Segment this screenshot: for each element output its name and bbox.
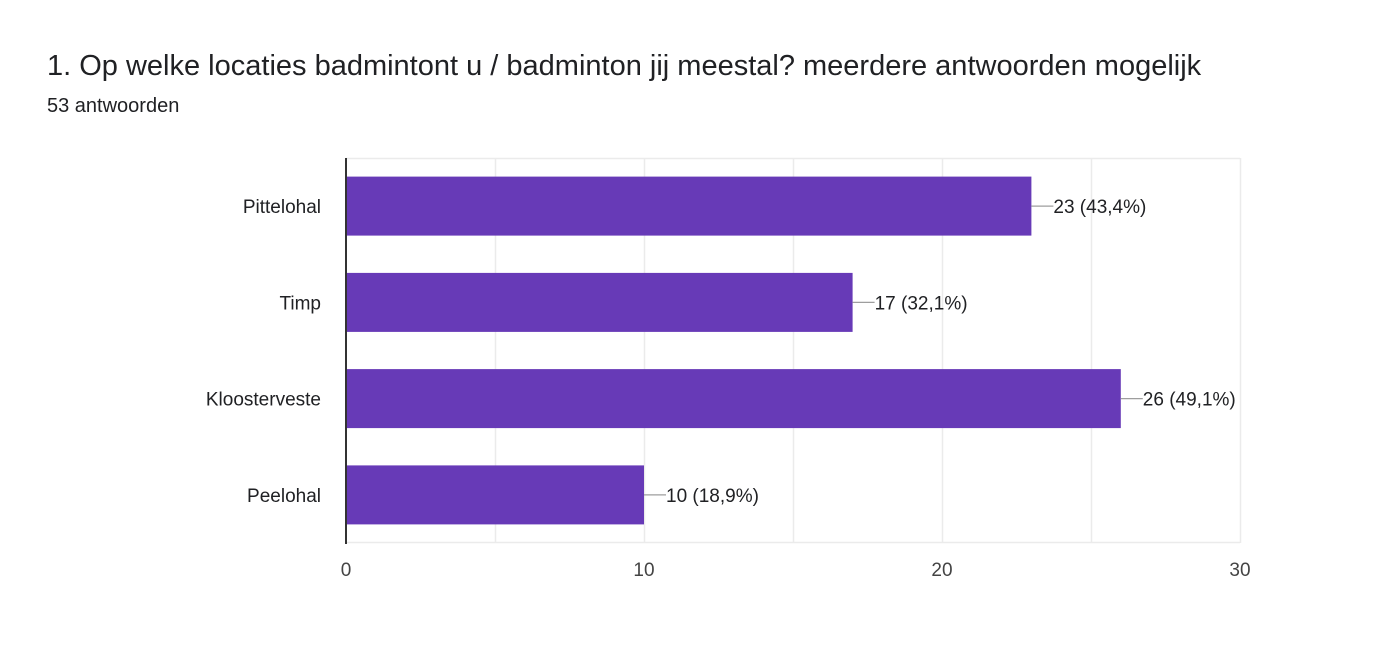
category-label: Peelohal (247, 486, 321, 507)
category-label: Pittelohal (243, 197, 321, 218)
x-tick-label: 30 (1229, 560, 1250, 581)
x-tick-label: 20 (931, 560, 952, 581)
data-labels: 23 (43,4%) 17 (32,1%) 26 (49,1%) 10 (18,9%) (666, 197, 1236, 507)
leader-lines (644, 205, 1143, 496)
category-label: Kloosterveste (206, 390, 321, 411)
x-tick-labels: 0 10 20 30 (341, 560, 1251, 581)
data-label: 26 (49,1%) (1143, 390, 1236, 411)
data-label: 10 (18,9%) (666, 486, 759, 507)
bar (346, 176, 1032, 236)
data-label: 17 (32,1%) (875, 293, 968, 314)
response-count: 53 antwoorden (47, 95, 180, 117)
x-tick-label: 0 (341, 560, 352, 581)
bar (346, 465, 644, 525)
x-tick-label: 10 (633, 560, 654, 581)
bar (346, 369, 1121, 429)
bars (346, 176, 1121, 525)
chart-title: 1. Op welke locaties badmintont u / badm… (47, 50, 1202, 82)
category-labels: Pittelohal Timp Kloosterveste Peelohal (206, 197, 321, 507)
category-label: Timp (279, 293, 321, 314)
data-label: 23 (43,4%) (1053, 197, 1146, 218)
bar (346, 272, 853, 332)
